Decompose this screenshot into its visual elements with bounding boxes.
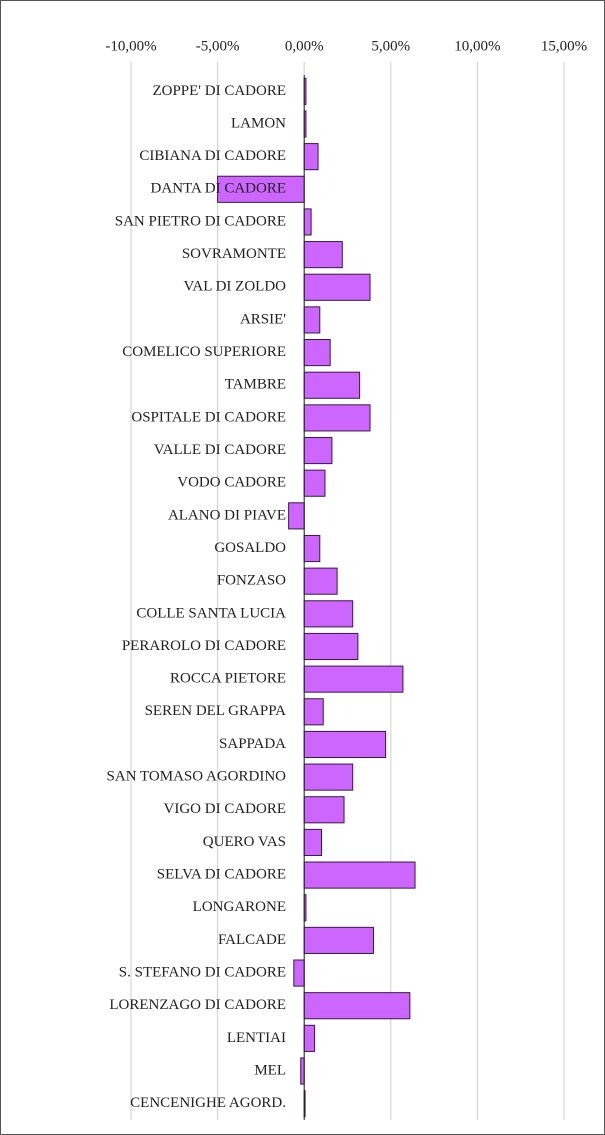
y-tick-label: CENCENIGHE AGORD. bbox=[130, 1095, 286, 1111]
bar bbox=[303, 632, 359, 661]
x-tick-label: 10,00% bbox=[454, 38, 500, 54]
y-tick-label: ALANO DI PIAVE bbox=[168, 507, 286, 523]
y-tick-label: OSPITALE DI CADORE bbox=[131, 409, 286, 425]
y-tick-label: SAPPADA bbox=[219, 736, 286, 752]
bar bbox=[293, 959, 305, 987]
bar bbox=[303, 600, 354, 628]
bar bbox=[303, 665, 404, 693]
y-tick-label: TAMBRE bbox=[225, 377, 286, 393]
x-tick-label: 15,00% bbox=[541, 38, 587, 54]
y-tick-label: CIBIANA DI CADORE bbox=[139, 148, 286, 164]
y-tick-label: LAMON bbox=[231, 115, 286, 131]
y-tick-label: ARSIE' bbox=[240, 311, 286, 327]
bar bbox=[303, 828, 323, 856]
y-tick-label: PERAROLO DI CADORE bbox=[122, 638, 286, 654]
bar bbox=[303, 469, 326, 497]
bar bbox=[303, 730, 387, 759]
bar bbox=[303, 534, 321, 563]
bar bbox=[288, 502, 305, 530]
y-tick-label: SAN PIETRO DI CADORE bbox=[115, 213, 286, 229]
bar bbox=[217, 175, 305, 203]
x-tick-label: 0,00% bbox=[285, 38, 324, 54]
y-tick-label: SAN TOMASO AGORDINO bbox=[107, 769, 287, 785]
bar bbox=[303, 436, 333, 465]
y-tick-label: GOSALDO bbox=[214, 540, 286, 556]
y-tick-label: SELVA DI CADORE bbox=[157, 867, 286, 883]
bar bbox=[303, 861, 416, 889]
bar bbox=[303, 567, 338, 595]
y-tick-label: VALLE DI CADORE bbox=[154, 442, 286, 458]
bar bbox=[303, 371, 361, 399]
bar bbox=[303, 926, 374, 954]
bar bbox=[303, 1024, 316, 1052]
bar bbox=[303, 698, 324, 726]
y-tick-label: LORENZAGO DI CADORE bbox=[109, 997, 286, 1013]
y-tick-label: COLLE SANTA LUCIA bbox=[136, 605, 286, 621]
y-tick-label: S. STEFANO DI CADORE bbox=[119, 964, 286, 980]
bar bbox=[303, 241, 343, 269]
y-tick-label: MEL bbox=[254, 1062, 286, 1078]
y-tick-label: FALCADE bbox=[218, 932, 286, 948]
x-tick-label: -10,00% bbox=[105, 38, 156, 54]
bar bbox=[303, 763, 354, 791]
bar bbox=[303, 273, 371, 301]
y-tick-label: VAL DI ZOLDO bbox=[184, 279, 287, 295]
y-tick-label: VIGO DI CADORE bbox=[164, 801, 287, 817]
x-tick-label: -5,00% bbox=[196, 38, 240, 54]
bar bbox=[300, 1057, 305, 1085]
bar bbox=[303, 306, 321, 334]
x-tick-label: 5,00% bbox=[371, 38, 410, 54]
bar bbox=[303, 992, 411, 1020]
bar bbox=[303, 143, 319, 171]
bar bbox=[303, 208, 312, 236]
y-tick-label: VODO CADORE bbox=[177, 475, 286, 491]
y-tick-label: COMELICO SUPERIORE bbox=[122, 344, 286, 360]
bar bbox=[303, 796, 345, 824]
y-tick-label: ZOPPE' DI CADORE bbox=[152, 83, 286, 99]
y-tick-label: FONZASO bbox=[217, 573, 286, 589]
bar bbox=[303, 404, 371, 432]
bar bbox=[303, 339, 331, 367]
y-tick-label: DANTA DI CADORE bbox=[151, 181, 286, 197]
y-tick-label: ROCCA PIETORE bbox=[170, 671, 286, 687]
y-tick-label: LENTIAI bbox=[227, 1030, 286, 1046]
y-tick-label: LONGARONE bbox=[193, 899, 286, 915]
y-tick-label: QUERO VAS bbox=[203, 834, 286, 850]
y-tick-label: SEREN DEL GRAPPA bbox=[145, 703, 287, 719]
y-tick-label: SOVRAMONTE bbox=[182, 246, 286, 262]
